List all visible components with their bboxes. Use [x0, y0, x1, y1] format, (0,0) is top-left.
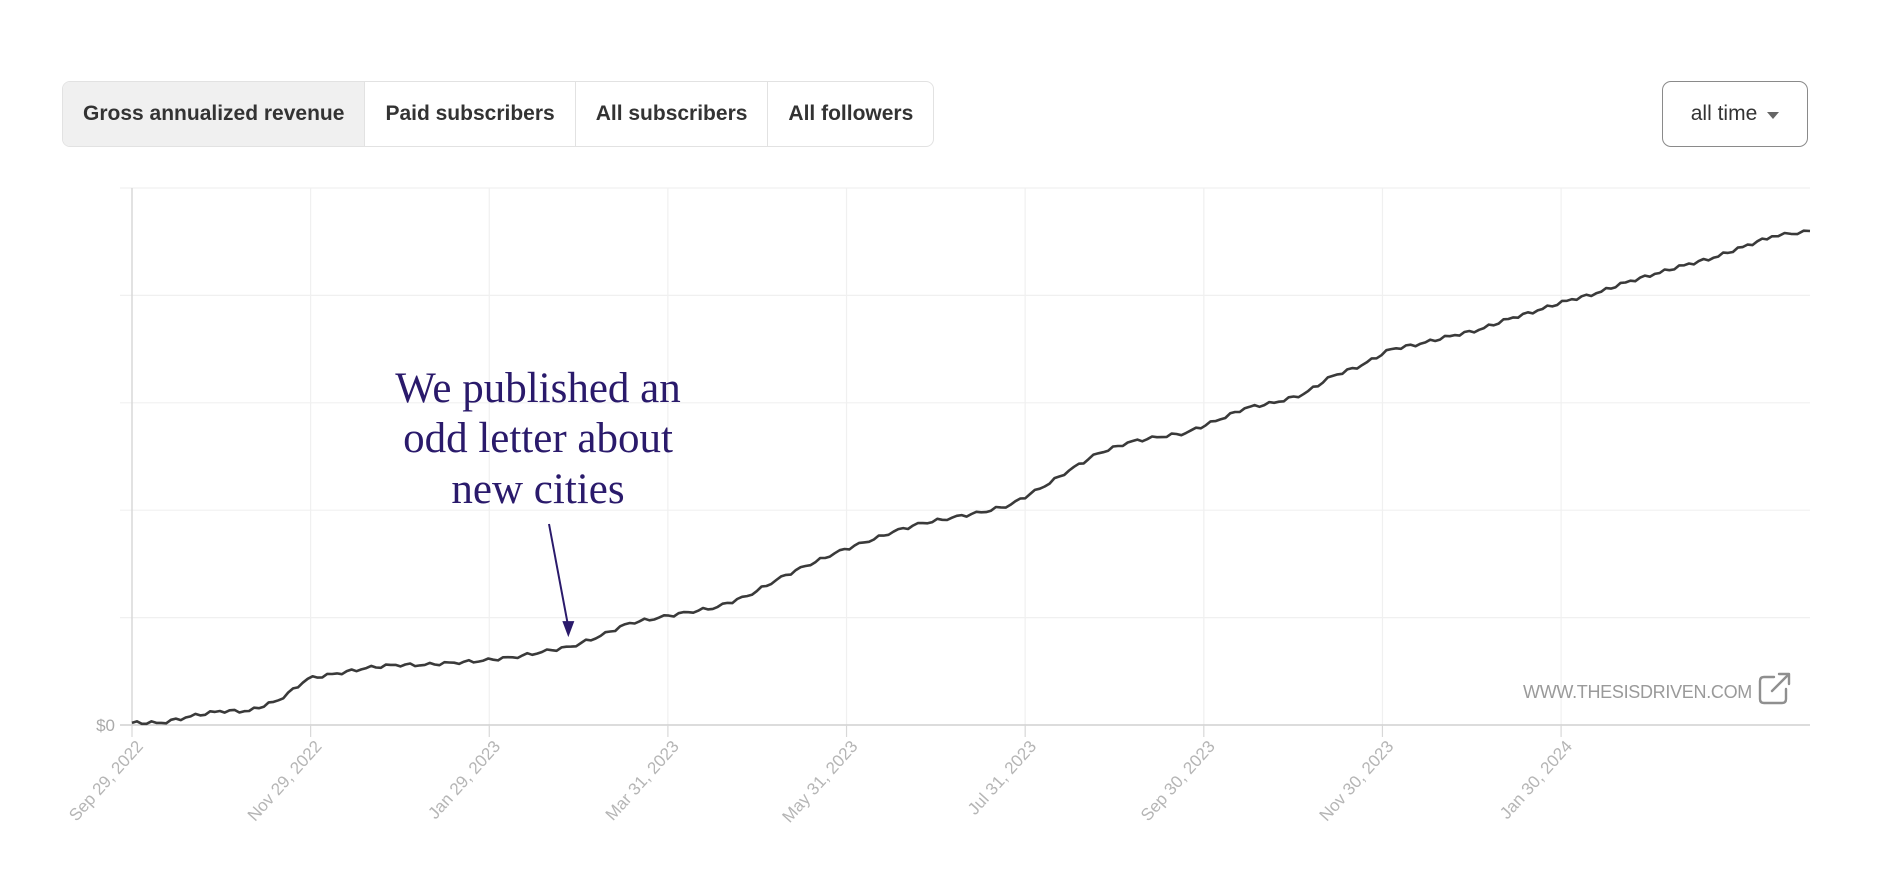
tab-all-followers[interactable]: All followers — [788, 102, 914, 125]
x-tick-label: Jan 29, 2023 — [424, 737, 504, 823]
external-link-icon — [1758, 672, 1791, 705]
x-tick-label: Nov 29, 2022 — [244, 737, 326, 825]
annotation-arrowhead — [562, 621, 575, 638]
x-tick-label: Sep 30, 2023 — [1137, 737, 1219, 825]
x-tick-label: Sep 29, 2022 — [65, 737, 147, 825]
x-tick-label: Jul 31, 2023 — [964, 737, 1040, 819]
annotation-arrow — [548, 523, 570, 628]
x-tick-labels: Sep 29, 2022 Nov 29, 2022 Jan 29, 2023 Mar … — [65, 725, 1576, 826]
tab-gross-annualized-revenue[interactable]: Gross annualized revenue — [63, 82, 366, 146]
time-range-select[interactable]: all time — [1662, 81, 1808, 147]
series-line — [131, 229, 1811, 726]
annotation-line-1: We published an — [395, 365, 681, 412]
y-tick-label-zero: $0 — [96, 716, 115, 735]
tab-all-subscribers[interactable]: All subscribers — [576, 82, 769, 146]
watermark: WWW.THESISDRIVEN.COM — [1523, 672, 1791, 705]
caret-down-icon — [1767, 111, 1780, 119]
watermark-text: WWW.THESISDRIVEN.COM — [1523, 682, 1752, 702]
annotation-line-2: odd letter about — [403, 415, 673, 462]
tab-paid-subscribers[interactable]: Paid subscribers — [365, 82, 576, 146]
x-tick-label: May 31, 2023 — [778, 737, 861, 826]
x-tick-label: Jan 30, 2024 — [1496, 737, 1576, 823]
annotation: We published an odd letter about new cit… — [395, 365, 681, 638]
x-tick-label: Nov 30, 2023 — [1316, 737, 1398, 825]
time-range-value: all time — [1690, 102, 1758, 125]
chart-grid — [120, 187, 1810, 725]
x-tick-label: Mar 31, 2023 — [602, 737, 683, 824]
metric-tabs: Gross annualized revenue Paid subscriber… — [62, 81, 935, 147]
annotation-line-3: new cities — [451, 466, 624, 513]
